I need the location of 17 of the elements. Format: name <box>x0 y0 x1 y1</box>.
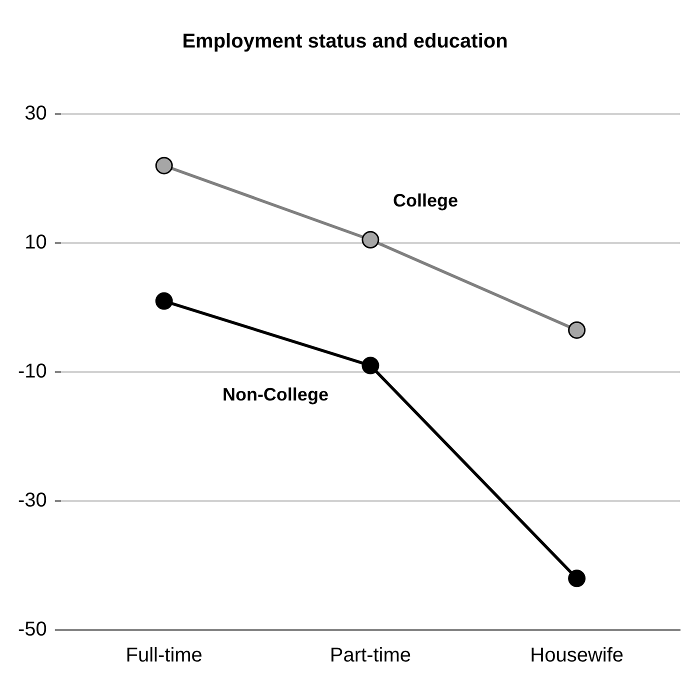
x-tick-label: Full-time <box>126 644 202 667</box>
point <box>568 321 586 339</box>
point <box>362 356 380 374</box>
y-tick-label: -50 <box>18 618 47 641</box>
x-tick-label: Part-time <box>330 644 412 667</box>
point <box>362 231 380 249</box>
series-label: College <box>392 190 458 211</box>
point <box>568 570 586 588</box>
y-tick-label: -30 <box>18 490 47 512</box>
y-tick-label: -10 <box>18 360 47 383</box>
series-label: Non-College <box>222 384 328 405</box>
y-tick-label: 30 <box>24 102 47 125</box>
x-tick-label: Housewife <box>530 644 624 667</box>
chart-title: Employment status and education <box>182 30 508 53</box>
point <box>155 156 173 174</box>
y-tick-label: 10 <box>24 232 47 254</box>
point <box>155 292 173 310</box>
